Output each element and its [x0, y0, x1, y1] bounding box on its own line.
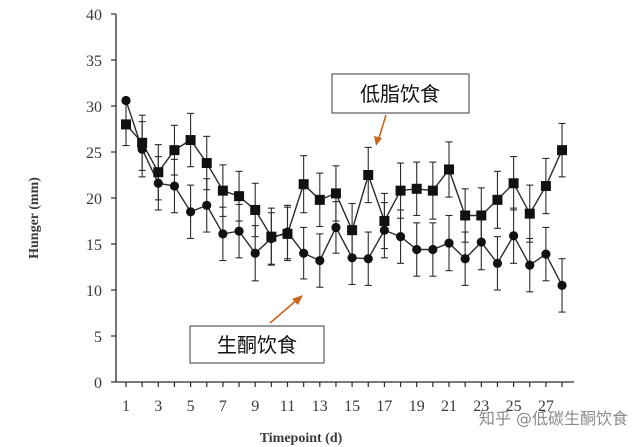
x-tick-label: 25 [506, 398, 522, 415]
x-tick-label: 17 [376, 398, 392, 415]
point-low-fat [524, 208, 535, 219]
point-ketogenic [444, 238, 454, 248]
point-ketogenic [492, 258, 503, 268]
point-low-fat [234, 191, 245, 202]
point-low-fat [492, 194, 503, 205]
y-tick-label: 30 [86, 99, 102, 116]
series-line-low-fat [125, 123, 563, 238]
point-ketogenic [169, 181, 180, 191]
x-tick-label: 23 [473, 398, 489, 415]
point-ketogenic [428, 244, 438, 255]
point-low-fat [460, 210, 471, 221]
point-ketogenic [363, 254, 373, 264]
x-tick-label: 21 [441, 398, 457, 415]
point-ketogenic [379, 225, 389, 235]
x-tick-label: 9 [251, 398, 259, 415]
point-low-fat [347, 225, 358, 236]
x-tick-label: 19 [409, 398, 425, 415]
chart-axes [115, 14, 574, 383]
y-tick-label: 15 [86, 237, 102, 254]
point-low-fat [557, 145, 568, 156]
x-tick-label: 27 [538, 398, 554, 415]
annotation-ketogenic-box [189, 325, 325, 364]
annotation-low-fat-arrow [377, 114, 387, 142]
annotation-low-fat-box [331, 73, 470, 114]
series-lines [125, 100, 563, 286]
point-low-fat [363, 170, 374, 180]
point-low-fat [153, 167, 164, 178]
annotation-low-fat: 低脂饮食 [331, 73, 470, 146]
point-ketogenic [460, 254, 470, 264]
x-tick-label: 1 [122, 398, 130, 415]
y-axis-title: Hunger (mm) [27, 177, 42, 259]
series-markers [121, 95, 568, 290]
x-tick-label: 11 [280, 398, 295, 415]
annotation-ketogenic-label: 生酮饮食 [217, 333, 297, 357]
point-low-fat [444, 164, 454, 175]
point-low-fat [121, 119, 131, 130]
y-tick-label: 5 [94, 329, 102, 346]
point-low-fat [411, 183, 422, 194]
point-low-fat [395, 185, 406, 196]
point-ketogenic [137, 144, 147, 154]
point-ketogenic [331, 222, 341, 233]
y-tick-label: 10 [86, 283, 102, 300]
watermark: 知乎 @低碳生酮饮食 [479, 409, 628, 428]
point-ketogenic [525, 260, 535, 270]
point-ketogenic [557, 280, 567, 290]
point-ketogenic [282, 227, 293, 237]
point-low-fat [298, 179, 309, 190]
point-ketogenic [186, 207, 196, 217]
x-tick-label: 5 [187, 398, 195, 415]
point-low-fat [330, 188, 341, 199]
x-axis-title: Timepoint (d) [260, 431, 343, 446]
x-tick-label: 7 [219, 398, 227, 415]
point-ketogenic [218, 229, 228, 239]
point-low-fat [508, 178, 519, 189]
point-ketogenic [234, 226, 244, 236]
point-low-fat [379, 216, 390, 226]
point-ketogenic [153, 178, 163, 188]
point-ketogenic [541, 249, 551, 259]
y-tick-label: 35 [86, 53, 102, 70]
point-low-fat [217, 185, 228, 196]
annotation-low-fat-label: 低脂饮食 [360, 82, 440, 106]
error-bars [122, 97, 566, 313]
point-low-fat [137, 137, 148, 148]
series-line-ketogenic [125, 100, 563, 286]
point-ketogenic [202, 200, 212, 210]
point-ketogenic [121, 95, 131, 106]
annotation-low-fat-arrowhead [374, 136, 382, 146]
y-tick-label: 0 [94, 375, 102, 392]
point-ketogenic [347, 253, 357, 263]
point-ketogenic [395, 232, 406, 242]
point-low-fat [201, 158, 212, 169]
point-ketogenic [508, 231, 519, 241]
y-tick-label: 25 [86, 145, 102, 162]
point-low-fat [314, 194, 325, 205]
point-low-fat [169, 145, 180, 156]
annotation-ketogenic-arrowhead [292, 295, 303, 305]
point-ketogenic [266, 233, 276, 244]
y-tick-label: 40 [86, 7, 102, 24]
annotation-ketogenic-arrow [269, 298, 299, 324]
x-tick-label: 13 [312, 398, 328, 415]
point-low-fat [250, 204, 261, 215]
point-low-fat [540, 181, 551, 192]
x-tick-label: 3 [154, 398, 162, 415]
point-ketogenic [412, 244, 422, 255]
annotation-ketogenic: 生酮饮食 [189, 295, 325, 364]
point-low-fat [185, 135, 196, 146]
y-tick-label: 20 [86, 191, 102, 208]
point-low-fat [427, 185, 438, 196]
point-ketogenic [476, 237, 486, 247]
x-tick-label: 15 [344, 398, 360, 415]
point-ketogenic [299, 248, 309, 258]
point-ketogenic [250, 248, 260, 258]
point-low-fat [476, 210, 487, 221]
point-ketogenic [315, 255, 325, 266]
